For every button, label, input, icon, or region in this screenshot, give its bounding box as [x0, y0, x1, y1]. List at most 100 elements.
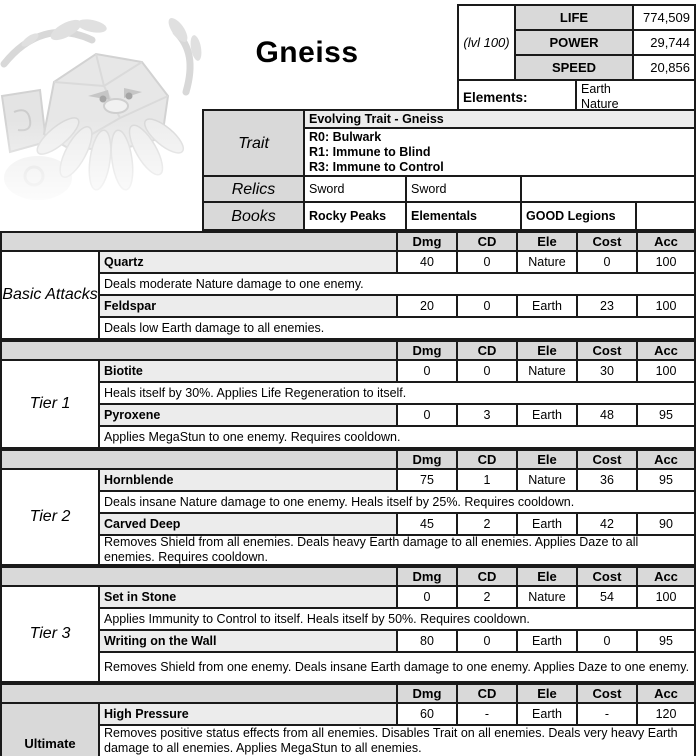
col-header-cost: Cost: [578, 685, 638, 704]
skill-acc: 95: [638, 631, 696, 653]
header-spacer: [2, 451, 398, 470]
skill-dmg: 0: [398, 361, 458, 383]
skill-ele: Nature: [518, 587, 578, 609]
col-header-dmg: Dmg: [398, 233, 458, 252]
skill-description: Deals moderate Nature damage to one enem…: [100, 274, 696, 296]
col-header-ele: Ele: [518, 568, 578, 587]
skill-acc: 120: [638, 704, 696, 726]
skill-description: Removes Shield from all enemies. Deals h…: [100, 536, 696, 566]
header-spacer: [2, 568, 398, 587]
skill-cd: 0: [458, 252, 518, 274]
skill-cost: 0: [578, 631, 638, 653]
skill-description: Deals insane Nature damage to one enemy.…: [100, 492, 696, 514]
col-header-cost: Cost: [578, 233, 638, 252]
skill-cost: -: [578, 704, 638, 726]
section-label: Tier 2: [2, 470, 100, 566]
power-value: 29,744: [634, 31, 696, 56]
skill-description: Deals low Earth damage to all enemies.: [100, 318, 696, 340]
skill-acc: 90: [638, 514, 696, 536]
skill-acc: 95: [638, 470, 696, 492]
profile-table: Trait Evolving Trait - Gneiss R0: Bulwar…: [202, 109, 696, 231]
col-header-cd: CD: [458, 685, 518, 704]
skill-cd: -: [458, 704, 518, 726]
relic-slot-1: Sword: [305, 177, 407, 203]
skill-name: Quartz: [100, 252, 398, 274]
relic-slot-2: Sword: [407, 177, 522, 203]
skill-dmg: 45: [398, 514, 458, 536]
section-tier-2: Dmg CD Ele Cost Acc Tier 2 Hornblende 75…: [0, 449, 696, 566]
stats-table: (lvl 100) LIFE 774,509 POWER 29,744 SPEE…: [457, 4, 696, 115]
level-label: (lvl 100): [459, 6, 516, 81]
skill-name: Feldspar: [100, 296, 398, 318]
col-header-acc: Acc: [638, 233, 696, 252]
book-slot-4: [637, 203, 696, 231]
col-header-cd: CD: [458, 568, 518, 587]
skill-name: High Pressure: [100, 704, 398, 726]
skill-ele: Nature: [518, 252, 578, 274]
creature-fade-overlay: [0, 120, 212, 238]
skill-acc: 100: [638, 361, 696, 383]
skill-description: Removes Shield from one enemy. Deals ins…: [100, 653, 696, 683]
skill-cd: 0: [458, 296, 518, 318]
col-header-cd: CD: [458, 342, 518, 361]
life-label: LIFE: [516, 6, 634, 31]
header-spacer: [2, 342, 398, 361]
col-header-ele: Ele: [518, 451, 578, 470]
skill-dmg: 60: [398, 704, 458, 726]
col-header-dmg: Dmg: [398, 342, 458, 361]
skill-cost: 36: [578, 470, 638, 492]
col-header-acc: Acc: [638, 342, 696, 361]
speed-value: 20,856: [634, 56, 696, 81]
skill-description: Removes positive status effects from all…: [100, 726, 696, 756]
skill-description: Applies Immunity to Control to itself. H…: [100, 609, 696, 631]
section-label: Basic Attacks: [2, 252, 100, 340]
col-header-ele: Ele: [518, 685, 578, 704]
trait-label: Trait: [204, 111, 305, 177]
col-header-acc: Acc: [638, 568, 696, 587]
book-slot-1: Rocky Peaks: [305, 203, 407, 231]
skill-acc: 100: [638, 296, 696, 318]
monster-name-title: Gneiss: [255, 36, 359, 69]
skill-dmg: 0: [398, 405, 458, 427]
skill-cost: 0: [578, 252, 638, 274]
skill-cd: 0: [458, 361, 518, 383]
skill-ele: Earth: [518, 296, 578, 318]
section-basic-attacks: Dmg CD Ele Cost Acc Basic Attacks Quartz…: [0, 231, 696, 340]
skill-acc: 100: [638, 252, 696, 274]
section-label: Tier 3: [2, 587, 100, 683]
col-header-cd: CD: [458, 451, 518, 470]
skill-cd: 2: [458, 514, 518, 536]
skill-dmg: 40: [398, 252, 458, 274]
col-header-ele: Ele: [518, 342, 578, 361]
section-ultimate: Dmg CD Ele Cost Acc Ultimate High Pressu…: [0, 683, 696, 756]
skill-dmg: 0: [398, 587, 458, 609]
skill-ele: Earth: [518, 631, 578, 653]
relics-label: Relics: [204, 177, 305, 203]
book-slot-2: Elementals: [407, 203, 522, 231]
trait-ranks: R0: Bulwark R1: Immune to Blind R3: Immu…: [305, 129, 696, 177]
power-label: POWER: [516, 31, 634, 56]
section-tier-1: Dmg CD Ele Cost Acc Tier 1 Biotite 0 0 N…: [0, 340, 696, 449]
skill-description: Heals itself by 30%. Applies Life Regene…: [100, 383, 696, 405]
skill-ele: Earth: [518, 704, 578, 726]
trait-title: Evolving Trait - Gneiss: [305, 111, 696, 129]
skill-ele: Earth: [518, 405, 578, 427]
skill-cost: 30: [578, 361, 638, 383]
col-header-cost: Cost: [578, 568, 638, 587]
skill-dmg: 75: [398, 470, 458, 492]
skill-cost: 54: [578, 587, 638, 609]
skill-name: Set in Stone: [100, 587, 398, 609]
skill-name: Biotite: [100, 361, 398, 383]
skill-cd: 1: [458, 470, 518, 492]
skill-cd: 3: [458, 405, 518, 427]
skill-name: Writing on the Wall: [100, 631, 398, 653]
life-value: 774,509: [634, 6, 696, 31]
skill-name: Hornblende: [100, 470, 398, 492]
col-header-cost: Cost: [578, 451, 638, 470]
skill-ele: Earth: [518, 514, 578, 536]
col-header-dmg: Dmg: [398, 451, 458, 470]
skill-dmg: 20: [398, 296, 458, 318]
skill-acc: 95: [638, 405, 696, 427]
skill-ele: Nature: [518, 361, 578, 383]
